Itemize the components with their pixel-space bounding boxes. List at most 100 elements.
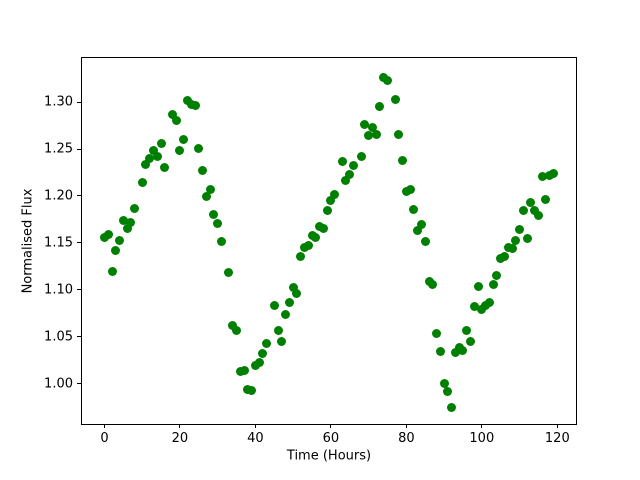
data-point: [382, 76, 392, 86]
data-point: [258, 349, 268, 359]
data-point: [156, 138, 166, 148]
data-point: [499, 251, 509, 261]
data-point: [288, 283, 298, 293]
data-point: [303, 241, 313, 251]
data-point: [171, 116, 181, 126]
y-tick-label: 1.00: [44, 376, 73, 392]
y-tick-mark: [77, 383, 81, 385]
data-point: [390, 94, 400, 104]
data-point: [341, 175, 351, 185]
x-tick-label: 100: [469, 431, 495, 446]
data-point: [281, 309, 291, 319]
data-point: [277, 336, 287, 346]
x-tick-mark: [405, 424, 407, 428]
data-point: [337, 156, 347, 166]
data-point: [450, 348, 460, 358]
data-point: [122, 224, 132, 234]
data-point: [179, 135, 189, 145]
data-point: [466, 336, 476, 346]
data-point: [409, 204, 419, 214]
data-point: [224, 268, 234, 278]
x-tick-mark: [481, 424, 483, 428]
y-tick-label: 1.10: [44, 282, 73, 298]
data-point: [216, 237, 226, 247]
x-tick-mark: [330, 424, 332, 428]
data-point: [518, 206, 528, 216]
data-point: [360, 120, 370, 130]
data-point: [356, 152, 366, 162]
data-point: [435, 347, 445, 357]
data-point: [190, 101, 200, 111]
data-point: [269, 301, 279, 311]
y-tick-mark: [77, 336, 81, 338]
data-point: [141, 160, 151, 170]
data-point: [247, 385, 257, 395]
y-tick-label: 1.25: [44, 141, 73, 157]
y-tick-label: 1.15: [44, 235, 73, 251]
data-point: [201, 192, 211, 202]
data-point: [213, 218, 223, 228]
y-tick-mark: [77, 289, 81, 291]
data-point: [137, 178, 147, 188]
data-point: [103, 229, 113, 239]
data-point: [405, 184, 415, 194]
data-point: [364, 131, 374, 141]
data-point: [439, 379, 449, 389]
data-point: [549, 168, 559, 178]
plot-area: 0 20 40 60 80 100 120 1.00 1.05 1.10 1.15 1.20 1.25 1…: [44, 57, 577, 446]
x-tick-mark: [254, 424, 256, 428]
data-point: [118, 215, 128, 225]
data-point: [198, 166, 208, 176]
data-point: [462, 325, 472, 335]
data-point: [541, 195, 551, 205]
data-point: [296, 252, 306, 262]
data-point: [416, 219, 426, 229]
data-point: [473, 281, 483, 291]
data-point: [326, 196, 336, 206]
data-point: [394, 130, 404, 140]
data-point: [330, 189, 340, 199]
data-point: [107, 267, 117, 277]
x-axis-label: Time (Hours): [286, 448, 372, 464]
data-point: [458, 346, 468, 356]
data-point: [488, 279, 498, 289]
data-point: [375, 102, 385, 112]
data-point: [522, 233, 532, 243]
data-point: [228, 320, 238, 330]
x-tick-label: 120: [544, 431, 570, 446]
data-point: [273, 325, 283, 335]
data-point: [515, 225, 525, 235]
data-point: [420, 236, 430, 246]
data-point: [292, 289, 302, 299]
data-point: [126, 217, 136, 227]
data-point: [149, 146, 158, 156]
data-point: [398, 155, 408, 165]
data-point: [492, 271, 502, 281]
data-point: [537, 171, 547, 181]
data-point: [345, 169, 355, 179]
data-point: [111, 245, 121, 255]
data-point: [443, 386, 453, 396]
data-point: [254, 357, 264, 367]
data-point: [469, 302, 479, 312]
data-point: [194, 143, 204, 153]
data-point: [239, 366, 249, 375]
data-point: [371, 129, 381, 139]
data-point: [447, 402, 457, 412]
y-axis-label: Normalised Flux: [20, 188, 36, 294]
data-point: [311, 232, 321, 242]
data-point: [367, 122, 377, 132]
data-point: [130, 203, 140, 213]
y-tick-mark: [77, 101, 81, 103]
data-point: [507, 244, 517, 253]
x-tick-label: 40: [247, 431, 264, 446]
data-point: [175, 146, 185, 156]
y-tick-mark: [77, 195, 81, 197]
data-point: [160, 163, 170, 173]
data-point: [349, 161, 359, 171]
data-point: [511, 235, 521, 245]
y-tick-label: 1.20: [44, 188, 73, 204]
x-tick-label: 80: [398, 431, 415, 446]
y-tick-mark: [77, 148, 81, 150]
